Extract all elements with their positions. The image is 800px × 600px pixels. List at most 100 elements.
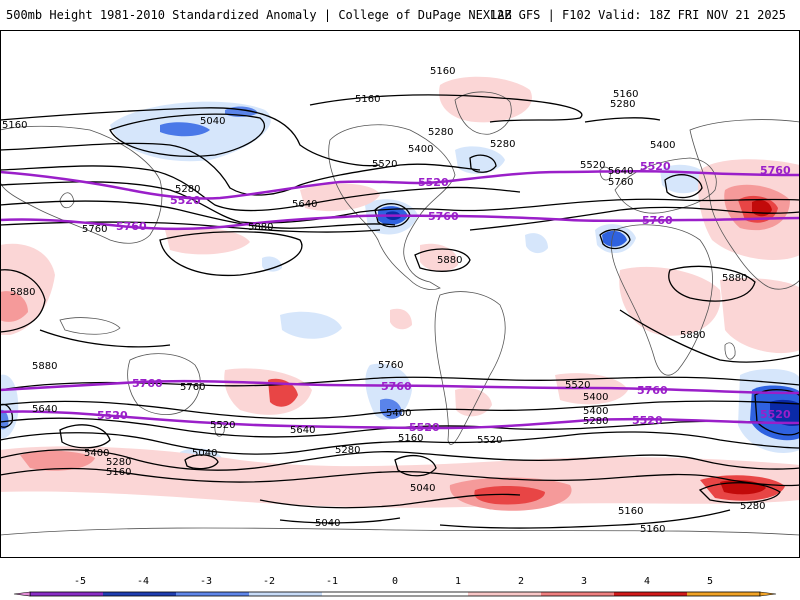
contour-5040-s xyxy=(259,493,521,509)
contour-label-purple: 5520 xyxy=(170,194,201,207)
purple-5760-s xyxy=(0,379,800,395)
colorbar-tick-label: -2 xyxy=(262,576,276,587)
map-title: 500mb Height 1981-2010 Standardized Anom… xyxy=(6,8,512,22)
colorbar-tick-label: 4 xyxy=(643,576,651,587)
colorbar-tick-label: 0 xyxy=(391,576,399,587)
indonesia-outline xyxy=(59,317,121,335)
contour-label-purple: 5760 xyxy=(428,210,459,223)
pos-anomaly-npac-e xyxy=(300,183,380,212)
neg-anomaly-trop-small xyxy=(262,256,282,272)
map-border xyxy=(0,30,800,558)
contour-5160-n xyxy=(309,94,583,123)
contour-label-purple: 5520 xyxy=(760,408,791,421)
contour-label-purple: 5760 xyxy=(760,164,791,177)
contour-label: 5760 xyxy=(608,177,633,188)
colorbar-segment xyxy=(322,592,395,596)
contour-5640-s xyxy=(0,400,800,420)
contour-label: 5160 xyxy=(640,524,665,535)
contour-5160-far-s xyxy=(439,509,731,529)
contour-label-purple: 5520 xyxy=(418,176,449,189)
contour-label-purple: 5520 xyxy=(409,421,440,434)
colorbar-tick-label: 5 xyxy=(706,576,714,587)
contour-label: 5400 xyxy=(408,144,433,155)
contour-label: 5040 xyxy=(200,116,225,127)
contour-label: 5880 xyxy=(10,287,35,298)
contour-label: 5160 xyxy=(398,433,423,444)
contour-5880-pac xyxy=(159,231,303,277)
contour-label: 5640 xyxy=(32,404,57,415)
contour-5160-top-right xyxy=(584,117,661,123)
map-canvas: 5160 5160 5040 5160 5280 5520 5400 5640 … xyxy=(0,66,800,536)
neg-anomaly-npac-core xyxy=(160,122,210,137)
contour-label: 5160 xyxy=(618,506,643,517)
contour-label-purple: 5520 xyxy=(640,160,671,173)
contour-label: 5160 xyxy=(613,89,638,100)
neg-anomaly-trop-pac xyxy=(280,311,342,339)
contour-label: 5760 xyxy=(378,360,403,371)
pos-anomaly-south-core-e xyxy=(20,450,95,471)
contour-label: 5280 xyxy=(740,501,765,512)
south-america-outline xyxy=(434,291,506,445)
contour-5880-east xyxy=(619,309,800,363)
contour-5400 xyxy=(0,165,521,212)
contour-s-loop-a xyxy=(59,424,111,449)
contour-label: 5520 xyxy=(210,420,235,431)
contour-5040-npac xyxy=(109,113,266,157)
pos-anomaly-atl-s xyxy=(619,266,721,336)
contour-label: 5400 xyxy=(583,406,608,417)
neg-anomaly-greenland xyxy=(455,146,505,174)
pos-anomaly-asia-deep xyxy=(752,200,772,217)
contour-label: 5400 xyxy=(386,408,411,419)
madagascar-outline xyxy=(724,342,736,360)
contour-5880-west xyxy=(0,269,46,333)
contour-label: 5160 xyxy=(106,467,131,478)
colorbar-right-arrow xyxy=(759,591,777,597)
colorbar-segment xyxy=(395,592,468,596)
contour-label: 5400 xyxy=(84,448,109,459)
pos-anomaly-west-mid xyxy=(0,291,28,322)
contour-label: 5160 xyxy=(355,94,380,105)
contour-5880-atl xyxy=(414,248,471,272)
colorbar-segment xyxy=(176,592,249,596)
contour-label: 5640 xyxy=(608,166,633,177)
contour-label-purple: 5760 xyxy=(642,214,673,227)
contour-label: 5400 xyxy=(650,140,675,151)
contour-label: 5280 xyxy=(335,445,360,456)
contour-label-purple: 5520 xyxy=(97,409,128,422)
anomaly-map[interactable]: 5160 5160 5040 5160 5280 5520 5400 5640 … xyxy=(0,30,800,558)
colorbar-legend: -5 -4 -3 -2 -1 0 1 2 3 4 5 xyxy=(0,570,800,600)
pos-anomaly-trop-mid xyxy=(390,308,412,330)
europe-outline xyxy=(614,157,717,214)
asia-west-outline xyxy=(0,125,163,244)
pos-anomaly-south-ring xyxy=(0,446,800,508)
contour-label: 5520 xyxy=(477,435,502,446)
contour-label: 5280 xyxy=(610,99,635,110)
contour-label: 5040 xyxy=(192,448,217,459)
contour-label-purple: 5760 xyxy=(132,377,163,390)
colorbar-tick-label: -5 xyxy=(73,576,87,587)
contour-label: 5880 xyxy=(32,361,57,372)
contour-5640 xyxy=(0,200,396,229)
contour-5040-sw xyxy=(184,454,219,470)
purple-5520-n xyxy=(0,169,800,200)
contour-atl-low xyxy=(599,229,631,250)
contour-label: 5280 xyxy=(106,457,131,468)
north-america-outline xyxy=(328,124,456,290)
contour-label: 5880 xyxy=(722,273,747,284)
contour-west-edge-low xyxy=(0,403,14,428)
colorbar-tick-label: 3 xyxy=(580,576,588,587)
pos-anomaly-south-core-b xyxy=(474,486,545,505)
contour-label: 5880 xyxy=(437,255,462,266)
contour-5880-africa xyxy=(668,265,756,302)
contour-label: 5640 xyxy=(292,199,317,210)
purple-5520-s xyxy=(0,410,800,430)
model-run-info: 12Z GFS | F102 Valid: 18Z FRI NOV 21 202… xyxy=(489,8,786,22)
africa-outline xyxy=(611,224,713,376)
colorbar-tick-label: -1 xyxy=(325,576,339,587)
contour-5760-n xyxy=(0,221,381,233)
contour-label-purple: 5760 xyxy=(381,380,412,393)
contour-label: 5280 xyxy=(490,139,515,150)
pos-anomaly-greenland-n xyxy=(439,76,532,123)
nz-outline xyxy=(214,421,225,437)
height-contours-purple xyxy=(0,169,800,430)
